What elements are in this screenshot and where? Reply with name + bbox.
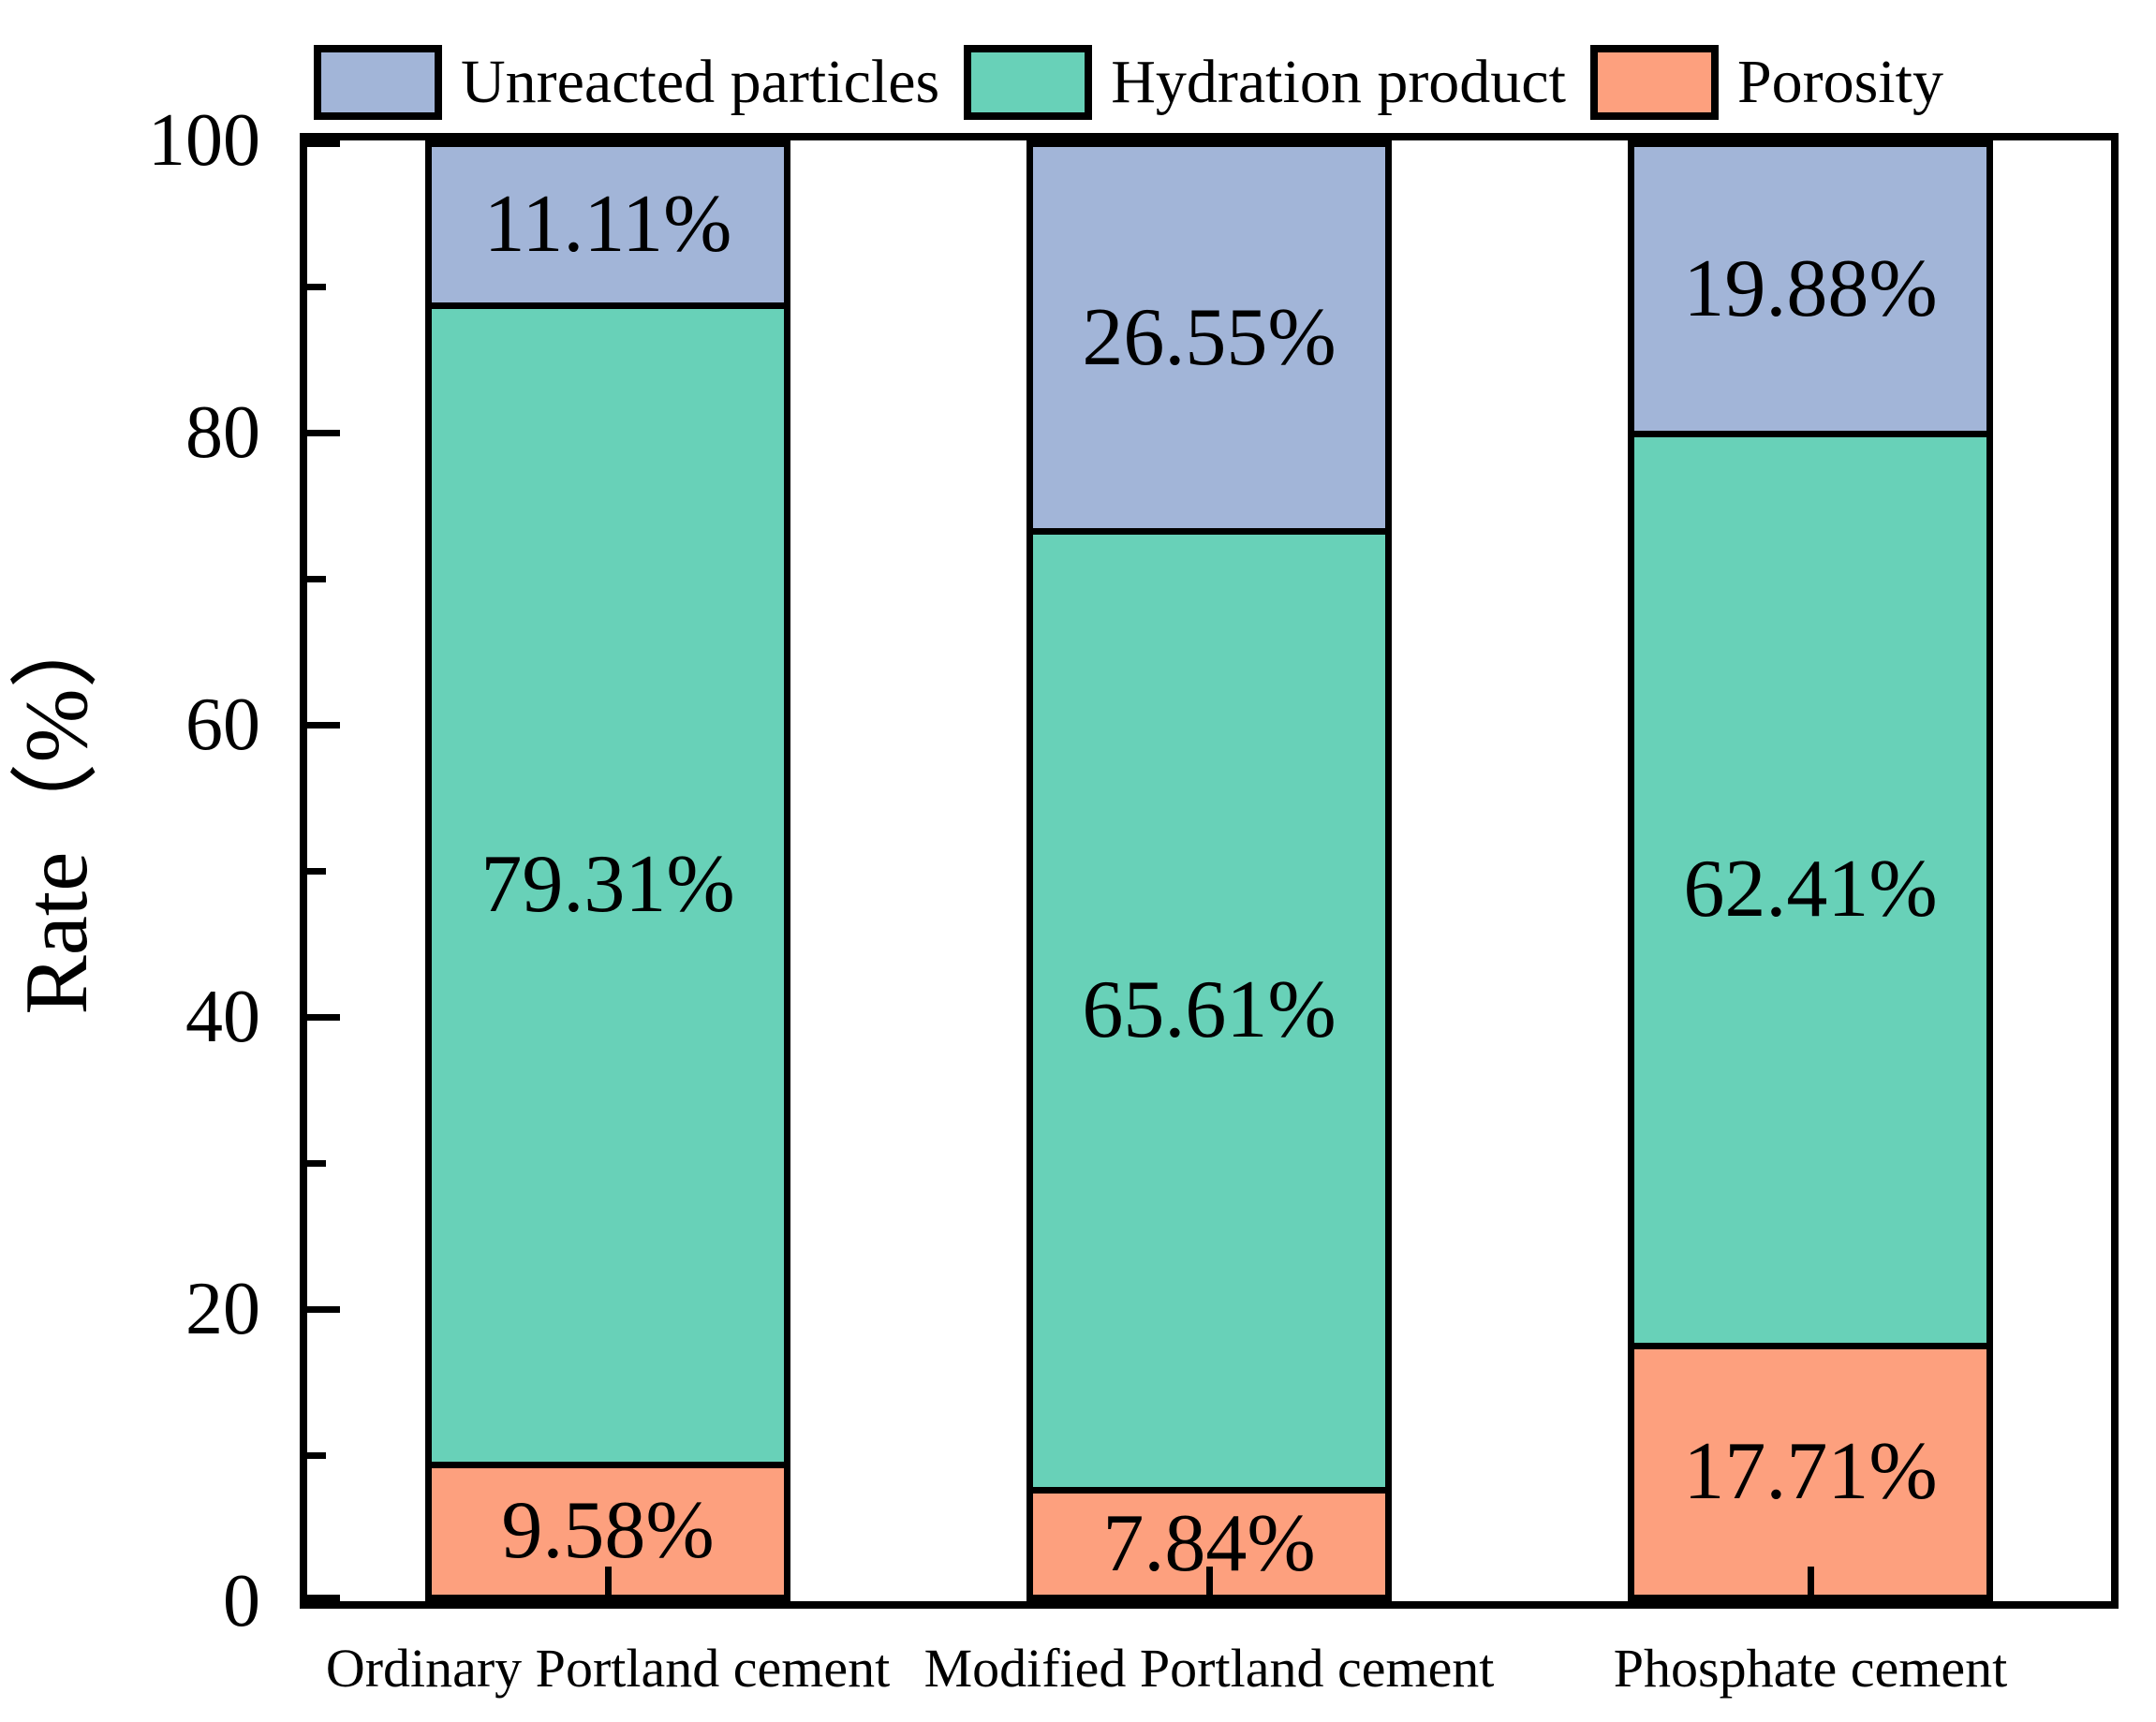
bar-segment-value-label: 26.55% — [1082, 291, 1336, 383]
bar-segment-hydration-product: 65.61% — [1026, 528, 1392, 1487]
y-axis-major-tick — [307, 1595, 340, 1601]
y-axis-tick-label: 40 — [185, 976, 260, 1058]
plot-inner-region: 11.11% 79.31% 9.58% 26.55% 65.61% 7.84% 19.88%… — [307, 140, 2111, 1601]
y-axis-major-tick — [307, 140, 340, 147]
bar-segment-value-label: 9.58% — [501, 1485, 715, 1577]
bar-segment-value-label: 79.31% — [480, 839, 735, 931]
legend-swatch-icon — [314, 45, 442, 120]
bar-ordinary-portland-cement: 11.11% 79.31% 9.58% — [425, 140, 790, 1601]
legend-label: Unreacted particles — [461, 48, 940, 116]
bar-segment-hydration-product: 79.31% — [425, 302, 790, 1462]
y-axis-title: Rate（%） — [7, 599, 106, 1015]
legend-item-hydration-product: Hydration product — [964, 45, 1566, 120]
y-axis-minor-tick — [307, 1451, 326, 1459]
legend-swatch-icon — [964, 45, 1093, 120]
y-axis-tick-label: 80 — [185, 391, 260, 474]
bar-modified-portland-cement: 26.55% 65.61% 7.84% — [1026, 140, 1392, 1601]
plot-area: 11.11% 79.31% 9.58% 26.55% 65.61% 7.84% 19.88%… — [300, 133, 2119, 1609]
y-axis-major-tick — [307, 429, 340, 436]
y-axis-minor-tick — [307, 1159, 326, 1167]
bar-segment-porosity: 17.71% — [1628, 1342, 1993, 1601]
y-axis-major-tick — [307, 721, 340, 729]
y-axis-minor-tick — [307, 867, 326, 875]
y-axis-major-tick — [307, 1305, 340, 1313]
y-axis-tick-label: 20 — [185, 1268, 260, 1350]
bar-segment-unreacted-particles: 11.11% — [425, 140, 790, 303]
x-axis-category-label: Ordinary Portland cement — [325, 1638, 891, 1699]
bar-segment-value-label: 11.11% — [483, 179, 732, 271]
bar-segment-value-label: 65.61% — [1082, 964, 1336, 1056]
bar-segment-unreacted-particles: 19.88% — [1628, 140, 1993, 432]
y-axis-tick-label: 0 — [223, 1560, 260, 1642]
bar-segment-value-label: 17.71% — [1683, 1425, 1938, 1517]
x-axis-tick — [1205, 1567, 1213, 1601]
x-axis-tick — [1807, 1567, 1814, 1601]
y-axis-tick-label: 100 — [148, 99, 260, 182]
y-axis-minor-tick — [307, 283, 326, 290]
bar-phosphate-cement: 19.88% 62.41% 17.71% — [1628, 140, 1993, 1601]
legend-label: Hydration product — [1111, 48, 1566, 116]
bar-segment-unreacted-particles: 26.55% — [1026, 140, 1392, 529]
legend-swatch-icon — [1589, 45, 1719, 120]
bar-segment-value-label: 62.41% — [1683, 844, 1938, 935]
bar-segment-hydration-product: 62.41% — [1628, 431, 1993, 1343]
legend-label: Porosity — [1736, 48, 1943, 116]
x-axis-tick — [604, 1567, 612, 1601]
x-axis-category-label: Phosphate cement — [1613, 1638, 2008, 1699]
bar-segment-value-label: 19.88% — [1683, 243, 1938, 334]
y-axis-tick-label: 60 — [185, 684, 260, 766]
legend-item-unreacted-particles: Unreacted particles — [314, 45, 939, 120]
x-axis-category-label: Modified Portland cement — [923, 1638, 1495, 1699]
chart-legend: Unreacted particles Hydration product Poro… — [314, 45, 1943, 120]
legend-item-porosity: Porosity — [1589, 45, 1943, 120]
y-axis-minor-tick — [307, 575, 326, 582]
y-axis-major-tick — [307, 1013, 340, 1021]
